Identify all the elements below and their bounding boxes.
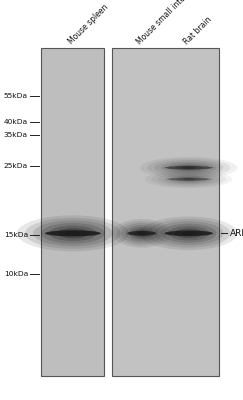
Text: 40kDa: 40kDa (4, 119, 28, 125)
Ellipse shape (138, 231, 146, 235)
Text: 55kDa: 55kDa (4, 92, 28, 98)
Ellipse shape (161, 162, 217, 174)
Ellipse shape (168, 163, 210, 172)
Ellipse shape (41, 223, 105, 244)
Text: 35kDa: 35kDa (4, 132, 28, 138)
Ellipse shape (33, 220, 113, 246)
Ellipse shape (140, 157, 237, 178)
Ellipse shape (147, 158, 230, 177)
Ellipse shape (140, 216, 237, 250)
Ellipse shape (182, 166, 196, 169)
Ellipse shape (151, 172, 226, 187)
Text: 15kDa: 15kDa (4, 232, 28, 238)
Text: 10kDa: 10kDa (4, 271, 28, 277)
Ellipse shape (45, 230, 101, 236)
Ellipse shape (157, 173, 220, 186)
Ellipse shape (154, 221, 224, 245)
Text: 25kDa: 25kDa (4, 163, 28, 169)
Ellipse shape (161, 224, 217, 243)
Ellipse shape (176, 177, 201, 182)
Ellipse shape (127, 231, 156, 236)
Ellipse shape (129, 227, 154, 240)
Ellipse shape (133, 229, 150, 238)
Ellipse shape (170, 175, 208, 183)
Ellipse shape (165, 166, 213, 170)
Text: Rat brain: Rat brain (182, 14, 214, 46)
Ellipse shape (168, 226, 210, 240)
Ellipse shape (113, 219, 171, 248)
Ellipse shape (164, 174, 214, 184)
Ellipse shape (17, 215, 129, 251)
Ellipse shape (165, 230, 213, 236)
Ellipse shape (175, 165, 203, 171)
Ellipse shape (182, 178, 195, 180)
Bar (41, 48, 104, 376)
Ellipse shape (125, 225, 158, 242)
Ellipse shape (175, 228, 203, 238)
Ellipse shape (147, 219, 230, 248)
Text: ARPC5: ARPC5 (230, 229, 243, 238)
Text: Mouse spleen: Mouse spleen (67, 3, 110, 46)
Text: Mouse small intestine: Mouse small intestine (135, 0, 201, 46)
Ellipse shape (65, 231, 81, 236)
Ellipse shape (182, 231, 196, 236)
Ellipse shape (154, 160, 224, 176)
Ellipse shape (49, 226, 97, 241)
Ellipse shape (25, 218, 121, 249)
Ellipse shape (117, 221, 167, 246)
Bar (112, 48, 219, 376)
Ellipse shape (121, 223, 163, 244)
Ellipse shape (57, 228, 89, 238)
Ellipse shape (167, 178, 211, 181)
